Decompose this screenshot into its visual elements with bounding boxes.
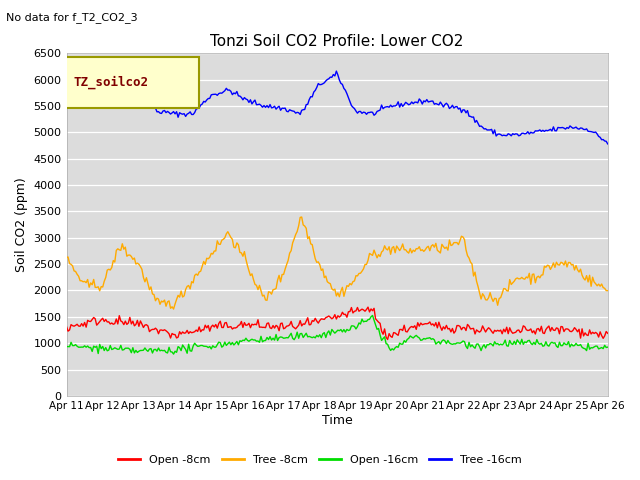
Legend: Open -8cm, Tree -8cm, Open -16cm, Tree -16cm: Open -8cm, Tree -8cm, Open -16cm, Tree -…: [113, 451, 527, 469]
Text: TZ_soilco2: TZ_soilco2: [73, 75, 148, 89]
Title: Tonzi Soil CO2 Profile: Lower CO2: Tonzi Soil CO2 Profile: Lower CO2: [211, 34, 464, 49]
X-axis label: Time: Time: [322, 414, 353, 427]
Text: No data for f_T2_CO2_3: No data for f_T2_CO2_3: [6, 12, 138, 23]
FancyBboxPatch shape: [58, 57, 199, 108]
Y-axis label: Soil CO2 (ppm): Soil CO2 (ppm): [15, 177, 28, 272]
